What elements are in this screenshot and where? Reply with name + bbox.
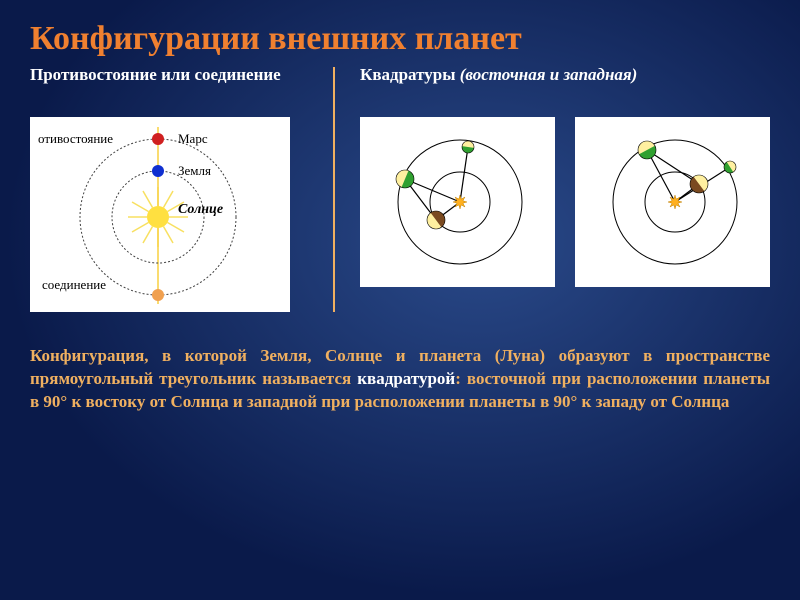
svg-text:соединение: соединение — [42, 277, 106, 292]
right-subheading: Квадратуры (восточная и западная) — [360, 65, 770, 109]
svg-text:Марс: Марс — [178, 131, 208, 146]
def-keyword: квадратурой — [351, 369, 455, 388]
opposition-conjunction-diagram: Солнце Земля Марс отивостояние соединение — [30, 117, 290, 312]
quadrature-diagrams-row — [360, 117, 770, 287]
left-subheading: Противостояние или соединение — [30, 65, 313, 109]
quadrature-east-diagram — [360, 117, 555, 287]
right-column: Квадратуры (восточная и западная) — [335, 65, 770, 317]
content-columns: Противостояние или соединение Солнце Земл… — [30, 65, 770, 317]
svg-text:Солнце: Солнце — [178, 202, 223, 217]
svg-text:отивостояние: отивостояние — [38, 131, 113, 146]
slide-title: Конфигурации внешних планет — [30, 20, 770, 57]
quadrature-west-diagram — [575, 117, 770, 287]
svg-text:Земля: Земля — [178, 163, 211, 178]
left-column: Противостояние или соединение Солнце Земл… — [30, 65, 333, 317]
definition-text: Конфигурация, в которой Земля, Солнце и … — [30, 345, 770, 414]
right-heading-plain: Квадратуры — [360, 65, 460, 84]
right-heading-italic: (восточная и западная) — [460, 65, 638, 84]
